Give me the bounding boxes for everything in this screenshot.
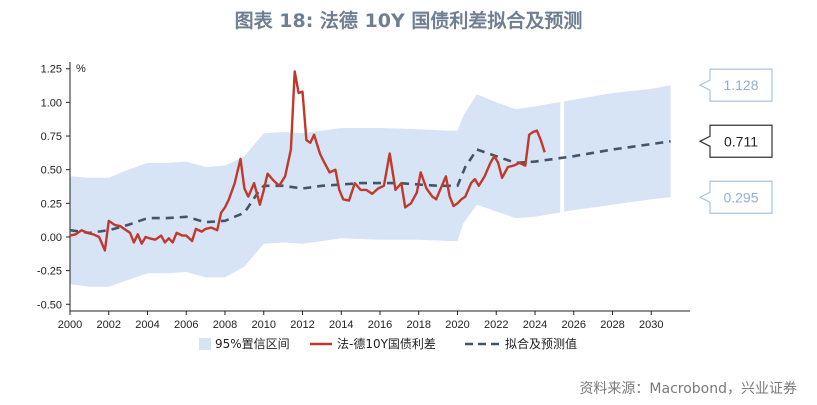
x-tick-label: 2030 [639, 319, 663, 331]
series-layer [69, 70, 671, 252]
callout-mid-shape [698, 124, 773, 158]
x-tick-label: 2018 [407, 319, 431, 331]
x-tick-label: 2008 [213, 319, 237, 331]
y-tick-label: 1.00 [41, 97, 62, 109]
callout-mid-value: 0.711 [724, 133, 758, 149]
callout-lower-value: 0.295 [723, 189, 758, 205]
chart-title: 图表 18: 法德 10Y 国债利差拟合及预测 [234, 10, 583, 32]
x-tick-label: 2016 [368, 319, 392, 331]
confidence-band-segment-1 [70, 94, 561, 287]
x-tick-label: 2006 [174, 319, 198, 331]
x-tick-label: 2004 [135, 319, 159, 331]
x-tick-label: 2028 [600, 319, 624, 331]
y-tick-label: -0.50 [37, 299, 62, 311]
x-tick-label: 2010 [252, 319, 276, 331]
legend-band-swatch [199, 338, 211, 350]
x-tick-label: 2022 [484, 319, 508, 331]
x-tick-label: 2014 [329, 319, 353, 331]
confidence-band-layer [70, 85, 671, 287]
callout-mid: 0.711 [698, 124, 773, 158]
source-note: 资料来源：Macrobond，兴业证券 [579, 381, 797, 397]
legend: 95%置信区间 法-德10Y国债利差 拟合及预测值 [199, 336, 577, 351]
y-unit-label: % [76, 63, 86, 75]
legend-band-label: 95%置信区间 [215, 337, 290, 351]
x-tick-label: 2012 [290, 319, 314, 331]
x-tick-label: 2024 [523, 319, 547, 331]
callout-upper-value: 1.128 [723, 77, 758, 93]
y-tick-label: -0.25 [37, 266, 62, 278]
x-tick-label: 2000 [58, 319, 82, 331]
x-tick-label: 2026 [562, 319, 586, 331]
axes-layer: 1.25 1.00 0.75 0.50 0.25 0.00 -0.25 -0.50 2000 20… [37, 62, 690, 331]
x-tick-label: 2020 [445, 319, 469, 331]
fit-forecast-line [69, 140, 671, 235]
callout-lower: 0.295 [698, 180, 773, 214]
callout-upper: 1.128 [698, 68, 773, 102]
y-tick-label: 0.25 [41, 198, 62, 210]
legend-spread-label: 法-德10Y国债利差 [337, 336, 436, 351]
y-tick-label: 0.50 [41, 165, 62, 177]
y-tick-label: 0.75 [41, 131, 62, 143]
callout-upper-shape [698, 68, 773, 102]
legend-fit-label: 拟合及预测值 [505, 336, 577, 351]
x-tick-label: 2002 [97, 319, 121, 331]
spread-line [69, 70, 546, 252]
callout-lower-shape [698, 180, 773, 214]
y-tick-label: 1.25 [41, 64, 62, 76]
y-tick-label: 0.00 [41, 232, 62, 244]
